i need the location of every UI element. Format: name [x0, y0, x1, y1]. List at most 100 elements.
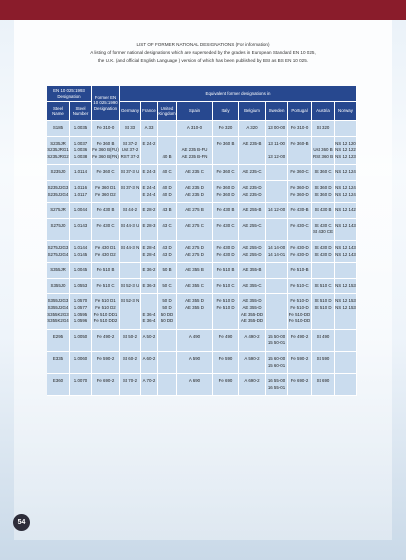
cell-line: 43 B	[162, 207, 172, 213]
cell-line: AE 355-DD	[240, 311, 264, 317]
table-cell: 15 60-00 15 60-01	[266, 352, 288, 375]
cell-line: NS 12 123	[335, 153, 356, 159]
cell-line: 1.0116	[73, 185, 88, 190]
table-cell: Fe 690	[213, 374, 239, 397]
cell-line: AE 235 B-FN	[181, 153, 208, 159]
cell-line: A 590-2	[244, 356, 260, 361]
cell-line: E 24-4	[142, 185, 156, 190]
cell-line: A 50-2	[142, 333, 156, 339]
cell-line: NS 12 143	[335, 222, 356, 228]
cell-line: A 490-2	[244, 333, 260, 339]
cell-line: St 360 D	[314, 191, 332, 197]
cell-line: 14 14-00	[267, 245, 286, 250]
table-cell: Fe 360-D Fe 360-D	[288, 181, 312, 204]
header-cell: Steel Name	[47, 102, 70, 121]
cell-line: AE 255-C	[242, 222, 262, 228]
table-cell: E 24-2	[141, 136, 158, 166]
cell-line: Fe 510 D2	[95, 304, 116, 310]
table-cell: E 36-4 E 36-4	[141, 294, 158, 330]
cell-line: 1.0045	[73, 267, 88, 273]
cell-line: Fe 360 C	[96, 169, 115, 175]
table-cell: 1.0070	[70, 374, 92, 397]
table-cell	[158, 352, 177, 375]
cell-line: Fe 690-2	[290, 378, 309, 384]
table-cell: Fe 490-2	[92, 329, 120, 352]
cell-line: AE 355 D	[185, 298, 204, 304]
cell-line: AE 235-D	[242, 185, 262, 190]
cell-line: Fe 310-0	[96, 125, 115, 130]
top-bar	[0, 0, 406, 20]
table-cell: A 33	[141, 121, 158, 137]
cell-line: St 60-2	[122, 356, 138, 361]
table-cell: Fe 510 C	[213, 278, 239, 295]
cell-line: S275J2G4	[47, 251, 69, 257]
table-cell: AE 255-B	[239, 203, 266, 219]
cell-line: Fe 430 B	[216, 207, 235, 213]
cell-line: St 44-3 N	[120, 245, 140, 250]
cell-line: AE 275 C	[185, 222, 204, 228]
table-cell: S185	[47, 121, 70, 137]
cell-line: E 24-2	[142, 140, 156, 146]
cell-line: AE 235 B-FU	[181, 147, 208, 153]
cell-line: S275JR	[50, 207, 66, 213]
table-cell: St 37-3 U	[120, 165, 141, 181]
table-cell: 1.0037 1.0036 1.0038	[70, 136, 92, 166]
table-cell: Fe 510 D Fe 510 D	[213, 294, 239, 330]
table-cell: St 430 B	[312, 203, 335, 219]
header-cell: Italy	[213, 102, 239, 121]
table-cell: AE 355 B	[177, 263, 213, 279]
cell-line: AE 235 D	[185, 185, 204, 190]
table-cell: S355J0	[47, 278, 70, 295]
cell-line: 1.0035	[73, 125, 88, 130]
cell-line: AE 235 D	[185, 191, 204, 197]
cell-line	[158, 141, 176, 148]
table-cell: AE 275 B	[177, 203, 213, 219]
table-cell: A 590-2	[239, 352, 266, 375]
table-cell: Fe 360 D Fe 360 D	[213, 181, 239, 204]
table-cell: Fe 430 C	[213, 218, 239, 241]
header-cell: Germany	[120, 102, 141, 121]
cell-line: E 28-4	[142, 245, 156, 250]
header-cell: Norway	[335, 102, 357, 121]
cell-line: 1.0145	[73, 251, 88, 257]
cell-line: Fe 430 D2	[95, 251, 116, 257]
cell-line: Fe 320	[218, 125, 233, 130]
cell-line: 1.0595	[73, 311, 88, 317]
cell-line: 50 D	[162, 298, 172, 304]
cell-line: Fe 490-2	[96, 333, 115, 339]
cell-line: St 70-2	[122, 378, 138, 384]
cell-line: 15 60-01	[267, 362, 286, 368]
cell-line: Fe 360 B(FU)	[92, 147, 119, 153]
cell-line: St 590	[316, 356, 330, 361]
cell-line: AE 355 D	[185, 304, 204, 310]
table-cell: 13 11-00 13 12-00	[266, 136, 288, 166]
cell-line: St 430 C	[314, 222, 332, 228]
table-cell: Fe 360 C	[213, 165, 239, 181]
table-cell: AE 255-D AE 255-D	[239, 241, 266, 264]
table-cell: St 44-3 U	[120, 218, 141, 241]
cell-line: Fe 510 DD1	[93, 311, 118, 317]
cell-line: S275J2G3	[47, 245, 69, 250]
table-cell: Fe 430-C	[288, 218, 312, 241]
cell-line: Fe 510 C	[96, 282, 115, 288]
cell-line: Ust 37-2	[121, 147, 139, 153]
cell-line: AE 255-B	[242, 207, 262, 213]
table-cell: Ust 360 B RSt 360 B	[312, 136, 335, 166]
cell-line: St 33	[124, 125, 136, 130]
table-cell: E 28-2	[141, 203, 158, 219]
table-cell: AE 355-D AE 355-D AE 355-DD AE 355-DD	[239, 294, 266, 330]
cell-line: NS 12 153	[335, 304, 356, 310]
table-cell	[266, 165, 288, 181]
cell-line: 1.0143	[73, 222, 88, 228]
table-cell: Fe 490	[213, 329, 239, 352]
table-cell: St 430 C St 430 CE	[312, 218, 335, 241]
table-cell: 1.0116 1.0117	[70, 181, 92, 204]
cell-line: 1.0117	[73, 191, 88, 197]
cell-line: Fe 510 C	[216, 282, 235, 288]
cell-line: Fe 430-D	[290, 251, 309, 257]
cell-line: 50 DD	[160, 318, 174, 324]
cell-line: E 28-3	[142, 222, 156, 228]
table-cell: Fe 510 B	[92, 263, 120, 279]
table-cell: NS 12 143	[335, 218, 357, 241]
